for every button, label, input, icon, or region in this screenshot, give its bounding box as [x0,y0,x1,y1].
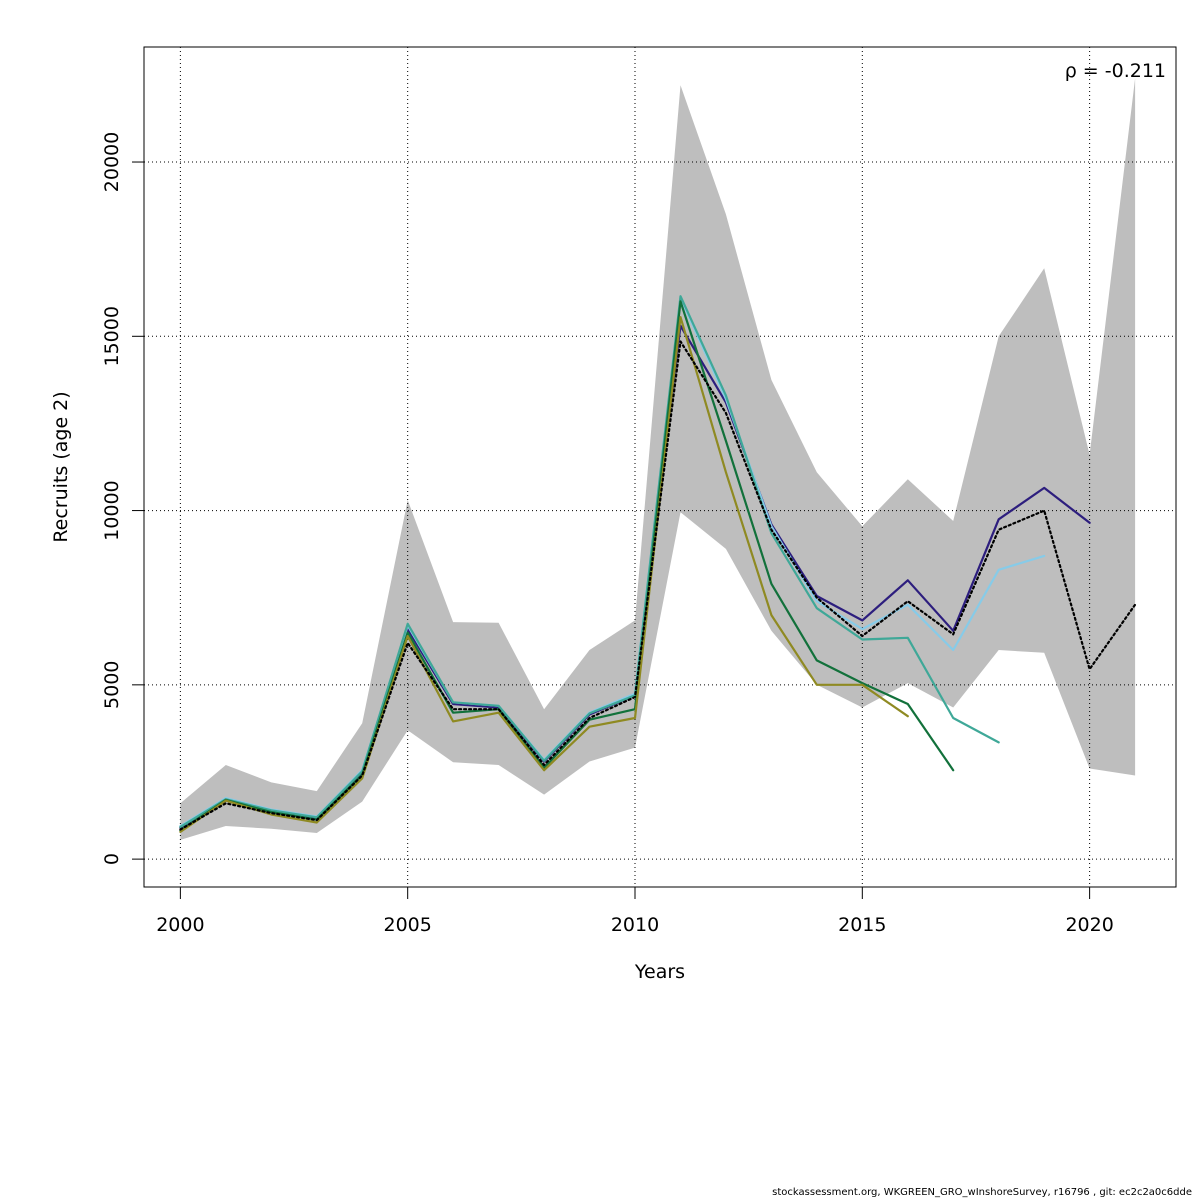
y-tick-label-20000: 20000 [101,132,123,192]
series-line-peel-3 [179,295,1000,829]
x-tick-label-2010: 2010 [611,914,659,936]
grid-layer [144,47,1176,887]
y-tick-label-10000: 10000 [101,480,123,540]
rho-annotation: ρ = -0.211 [1065,60,1166,82]
x-axis-title: Years [634,961,685,983]
confidence-band [180,78,1136,840]
x-tick-label-2000: 2000 [156,914,204,936]
y-axis: 0 5000 10000 15000 20000 [101,132,145,865]
footer-credit: stockassessment.org, WKGREEN_GRO_wInshor… [772,1187,1192,1198]
y-axis-title: Recruits (age 2) [50,391,72,542]
y-tick-label-0: 0 [101,853,123,865]
x-tick-label-2005: 2005 [384,914,432,936]
x-tick-label-2020: 2020 [1065,914,1113,936]
x-tick-label-2015: 2015 [838,914,886,936]
series-layer [179,295,1137,833]
series-line-base [179,340,1137,831]
y-tick-label-15000: 15000 [101,306,123,366]
y-tick-label-5000: 5000 [101,661,123,709]
confidence-band-layer [180,78,1136,840]
x-axis: 2000 2005 2010 2015 2020 [156,886,1114,936]
series-line-peel-5 [179,316,909,833]
